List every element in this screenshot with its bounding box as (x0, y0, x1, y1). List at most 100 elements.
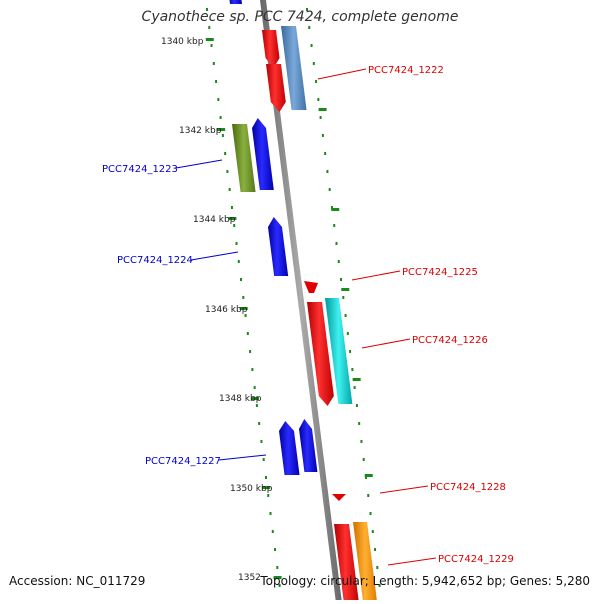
tick-major (205, 38, 214, 41)
tick-outer (317, 98, 320, 101)
tick-outer (321, 134, 324, 137)
gene-reverse-top (229, 0, 243, 4)
tick-inner (221, 134, 224, 137)
gene-label: PCC7424_1223 (102, 164, 178, 175)
tick-inner (246, 332, 249, 335)
kbp-label: 1348 kbp (219, 394, 262, 404)
tick-major-outer (341, 288, 350, 291)
gene-leader-line (190, 251, 239, 261)
tick-inner (249, 350, 252, 353)
tick-outer (310, 44, 313, 47)
gene-label: PCC7424_1226 (412, 335, 488, 346)
tick-inner (267, 494, 270, 497)
tick-inner (235, 242, 238, 245)
gene-leader-line (361, 338, 411, 349)
tick-outer (351, 368, 354, 371)
kbp-label: 1342 kbp (179, 126, 222, 136)
tick-outer (355, 404, 358, 407)
gene-features (229, 0, 378, 604)
tick-marks (205, 8, 381, 587)
gene-leader-line (317, 68, 367, 80)
gene-label: PCC7424_1229 (438, 554, 514, 565)
tick-outer (362, 458, 365, 461)
tick-outer (337, 260, 340, 263)
tick-inner (255, 404, 258, 407)
tick-outer (378, 584, 381, 587)
backbone-line (259, 0, 343, 604)
tick-outer (367, 494, 370, 497)
accession-text: Accession: NC_011729 (9, 574, 146, 588)
gene-label: PCC7424_1225 (402, 267, 478, 278)
gene-pcc7424-1227 (279, 421, 300, 475)
tick-inner (262, 458, 265, 461)
tick-inner (278, 584, 281, 587)
map-title: Cyanothece sp. PCC 7424, complete genome (141, 9, 459, 25)
gene-pcc7424-1224 (268, 217, 289, 276)
tick-major (228, 217, 237, 220)
tick-inner (226, 170, 229, 173)
tick-inner (244, 314, 247, 317)
tick-major-outer (318, 108, 327, 111)
tick-inner (215, 80, 218, 83)
tick-inner (206, 8, 209, 11)
tick-inner (271, 530, 274, 533)
gene-label: PCC7424_1224 (117, 255, 193, 266)
gene-label: PCC7424_1227 (145, 456, 221, 467)
tick-inner (251, 368, 254, 371)
tick-inner (230, 206, 233, 209)
gene-reverse-1227b (299, 419, 318, 472)
tick-inner (219, 116, 222, 119)
tick-outer (349, 350, 352, 353)
tick-inner (274, 548, 277, 551)
cog-band-orange (353, 522, 378, 604)
gene-pcc7424-1225 (304, 281, 318, 293)
gene-leader-line (218, 454, 267, 461)
gene-pcc7424-1223 (252, 118, 274, 190)
tick-outer (360, 440, 363, 443)
tick-inner (233, 224, 236, 227)
gene-leader-line (387, 557, 437, 566)
tick-major-outer (352, 378, 361, 381)
tick-outer (328, 188, 331, 191)
tick-inner (210, 44, 213, 47)
tick-outer (364, 476, 367, 479)
backbone (259, 0, 343, 604)
kbp-label: 1344 kbp (193, 215, 236, 225)
tick-outer (333, 224, 336, 227)
kbp-label: 1346 kbp (205, 305, 248, 315)
gene-pcc7424-1222 (266, 64, 286, 112)
tick-outer (346, 332, 349, 335)
kbp-label: 1352 (238, 573, 261, 583)
tick-inner (240, 278, 243, 281)
tick-major-outer (364, 474, 373, 477)
tick-outer (344, 314, 347, 317)
tick-outer (374, 548, 377, 551)
gene-labels: PCC7424_1222 PCC7424_1223 PCC7424_1224 PCC7… (102, 65, 514, 566)
tick-outer (358, 422, 361, 425)
tick-inner (228, 188, 231, 191)
tick-major (273, 576, 282, 579)
tick-inner (208, 26, 211, 29)
cog-band-cyan (325, 298, 353, 404)
tick-outer (371, 530, 374, 533)
tick-inner (264, 476, 267, 479)
gene-leader-line (379, 485, 429, 494)
tick-outer (308, 26, 311, 29)
tick-outer (376, 566, 379, 569)
tick-outer (369, 512, 372, 515)
tick-major (251, 397, 260, 400)
tick-inner (276, 566, 279, 569)
tick-inner (237, 260, 240, 263)
tick-inner (242, 296, 245, 299)
tick-inner (212, 62, 215, 65)
gene-pcc7424-1226 (307, 302, 334, 406)
tick-outer (335, 242, 338, 245)
tick-outer (312, 62, 315, 65)
kbp-labels: 1340 kbp 1342 kbp 1344 kbp 1346 kbp 1348 kbp… (161, 37, 273, 583)
tick-outer (306, 8, 309, 11)
tick-major (262, 486, 271, 489)
tick-outer (340, 278, 343, 281)
tick-outer (342, 296, 345, 299)
